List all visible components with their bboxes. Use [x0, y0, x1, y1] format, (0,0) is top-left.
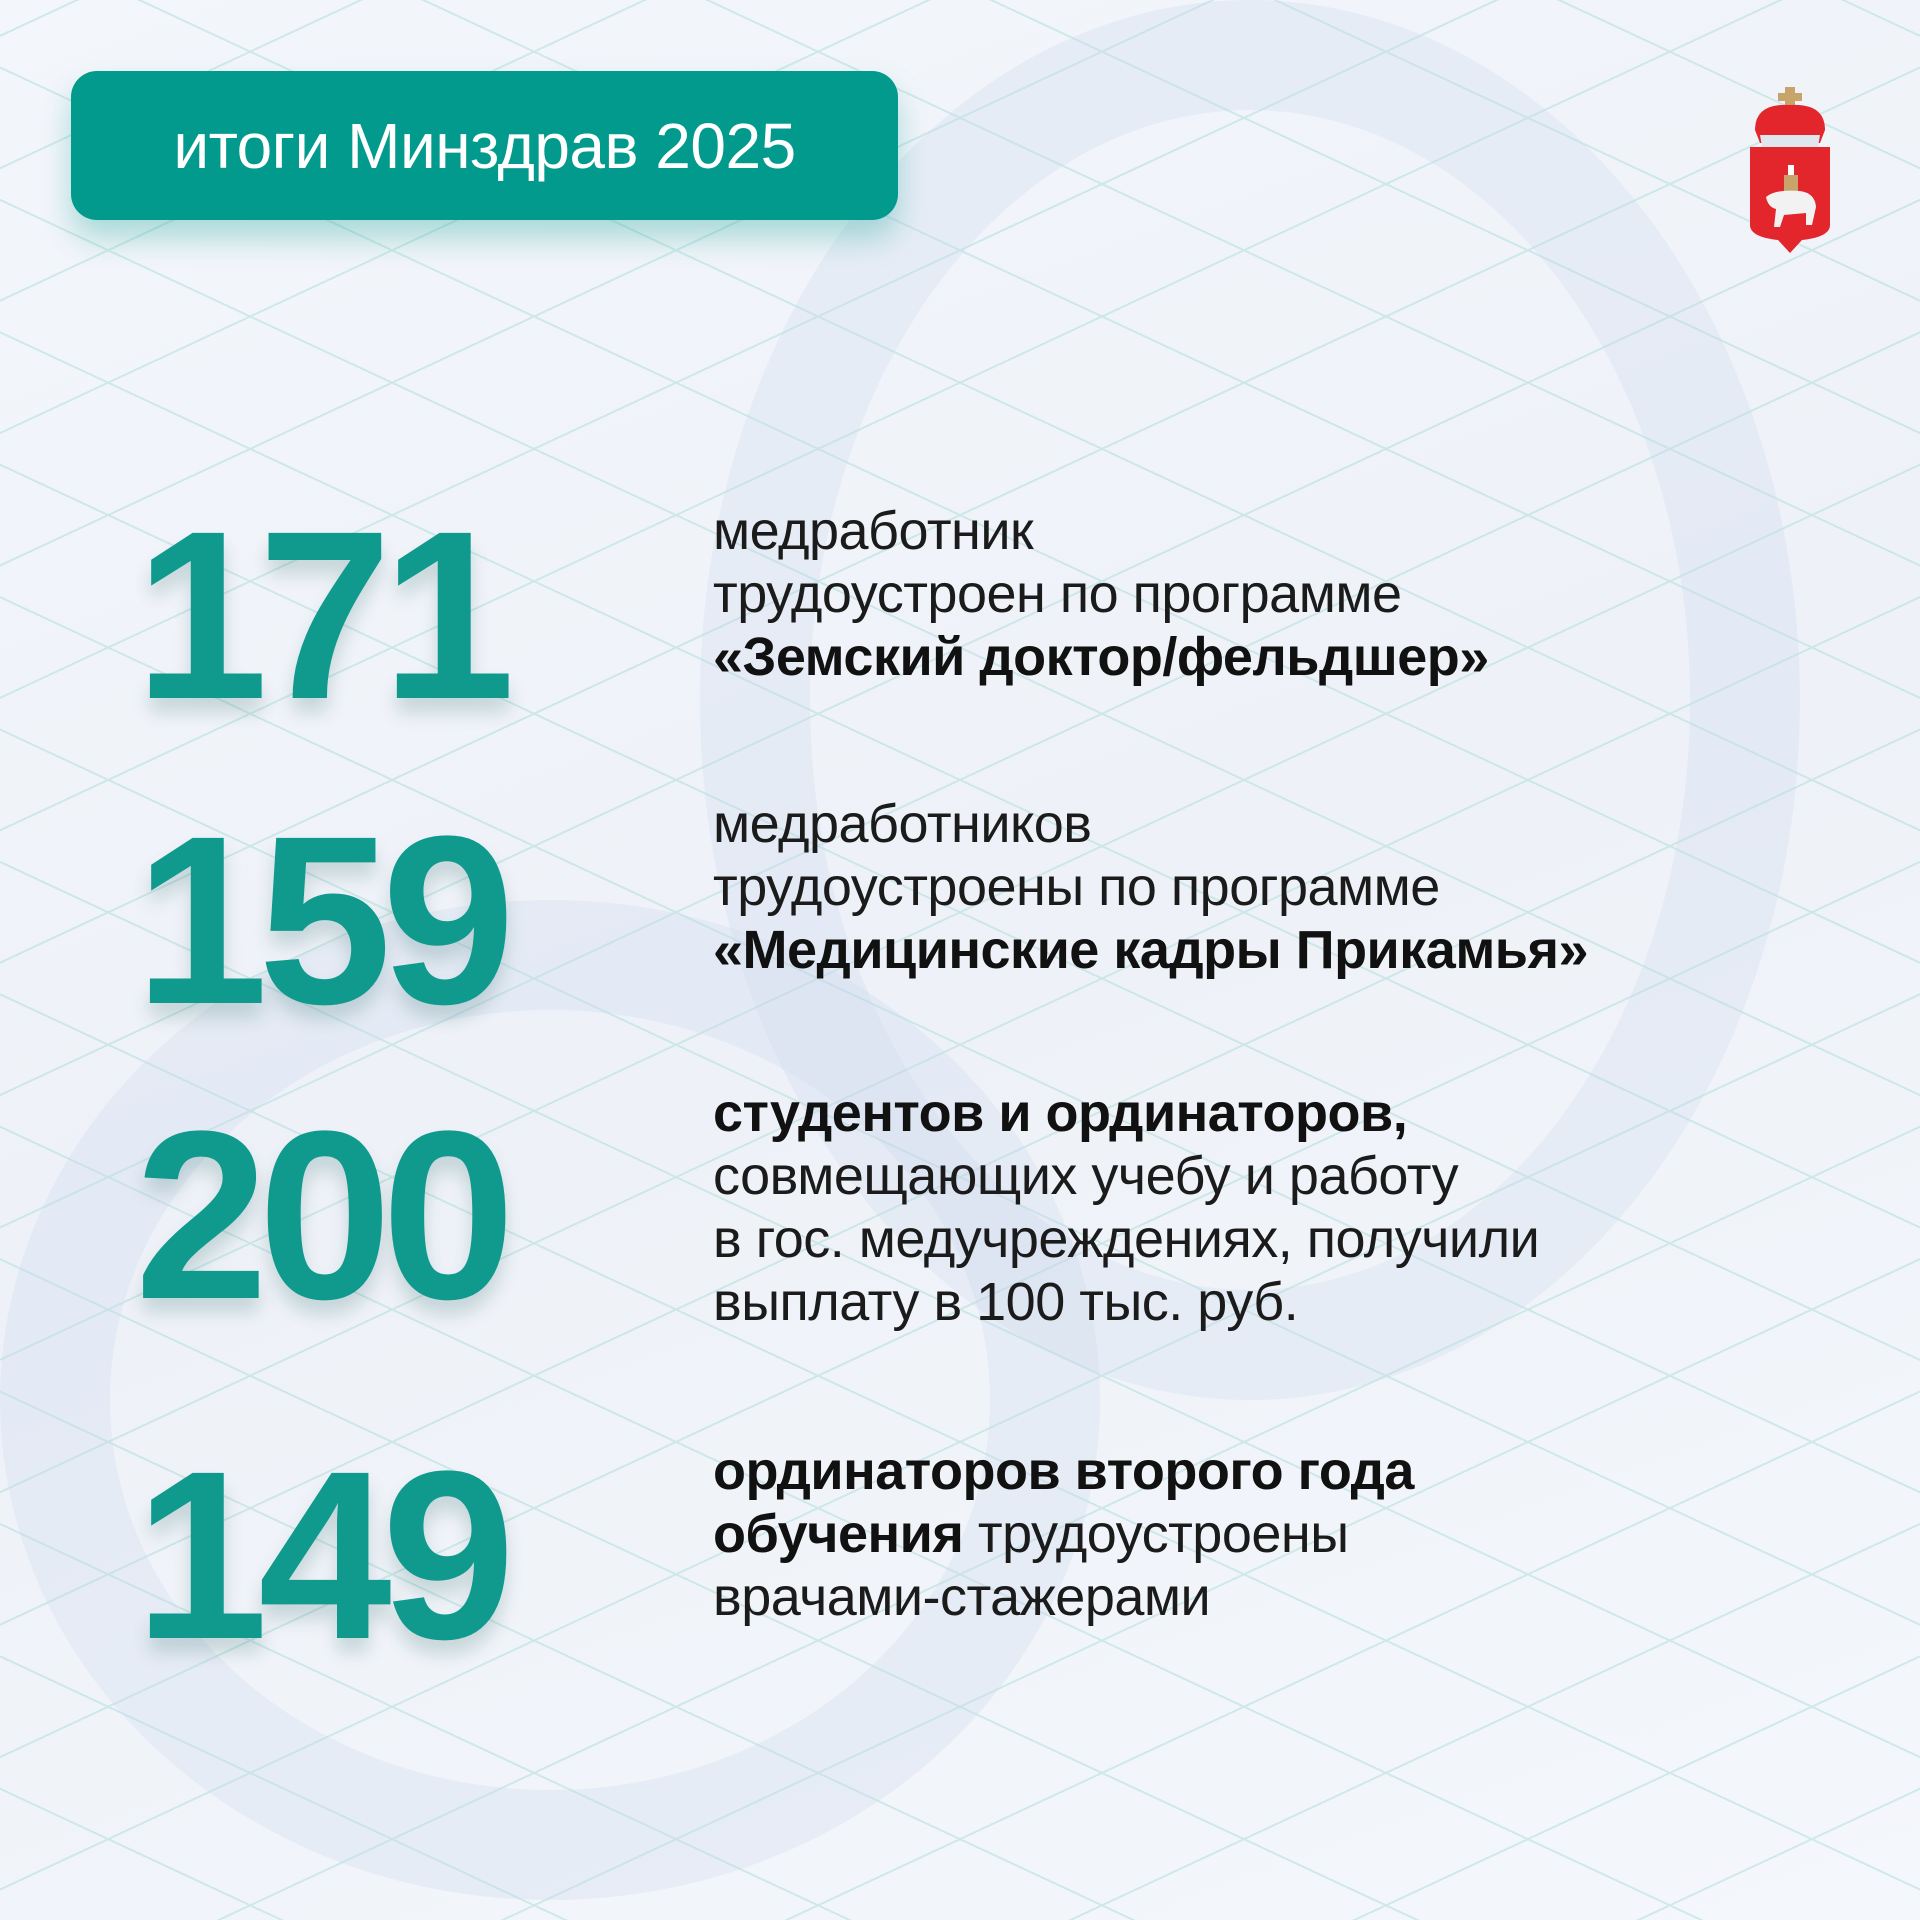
text-line: трудоустроен по программе — [713, 564, 1402, 624]
text-line: медработников — [713, 794, 1092, 854]
text-line: совмещающих учебу и работу — [713, 1146, 1459, 1206]
stat-description: ординаторов второго года обучения трудоу… — [713, 1440, 1863, 1629]
stat-value: 159 — [134, 786, 515, 1054]
text-line-bold: ординаторов второго года — [713, 1441, 1414, 1501]
stat-description: студентов и ординаторов, совмещающих уче… — [713, 1082, 1863, 1334]
stat-description: медработников трудоустроены по программе… — [713, 793, 1863, 982]
stat-value: 171 — [134, 481, 515, 749]
program-name: «Медицинские кадры Прикамья» — [713, 920, 1589, 980]
stat-value: 149 — [134, 1421, 515, 1689]
text-line: трудоустроены по программе — [713, 857, 1440, 917]
text-line: в гос. медучреждениях, получили — [713, 1209, 1540, 1269]
text-regular: трудоустроены — [963, 1504, 1349, 1564]
text-line: выплату в 100 тыс. руб. — [713, 1272, 1299, 1332]
stat-description: медработник трудоустроен по программе «З… — [713, 500, 1863, 689]
text-line: врачами-стажерами — [713, 1567, 1211, 1627]
coat-of-arms-icon — [1750, 87, 1830, 253]
text-line: медработник — [713, 501, 1034, 561]
text-line-bold: студентов и ординаторов, — [713, 1083, 1408, 1143]
text-bold: обучения — [713, 1504, 964, 1564]
stat-value: 200 — [134, 1081, 515, 1349]
program-name: «Земский доктор/фельдшер» — [713, 627, 1489, 687]
text-line: обучения трудоустроены — [713, 1503, 1863, 1566]
title-badge: итоги Минздрав 2025 — [71, 71, 898, 220]
page-title: итоги Минздрав 2025 — [173, 109, 796, 182]
